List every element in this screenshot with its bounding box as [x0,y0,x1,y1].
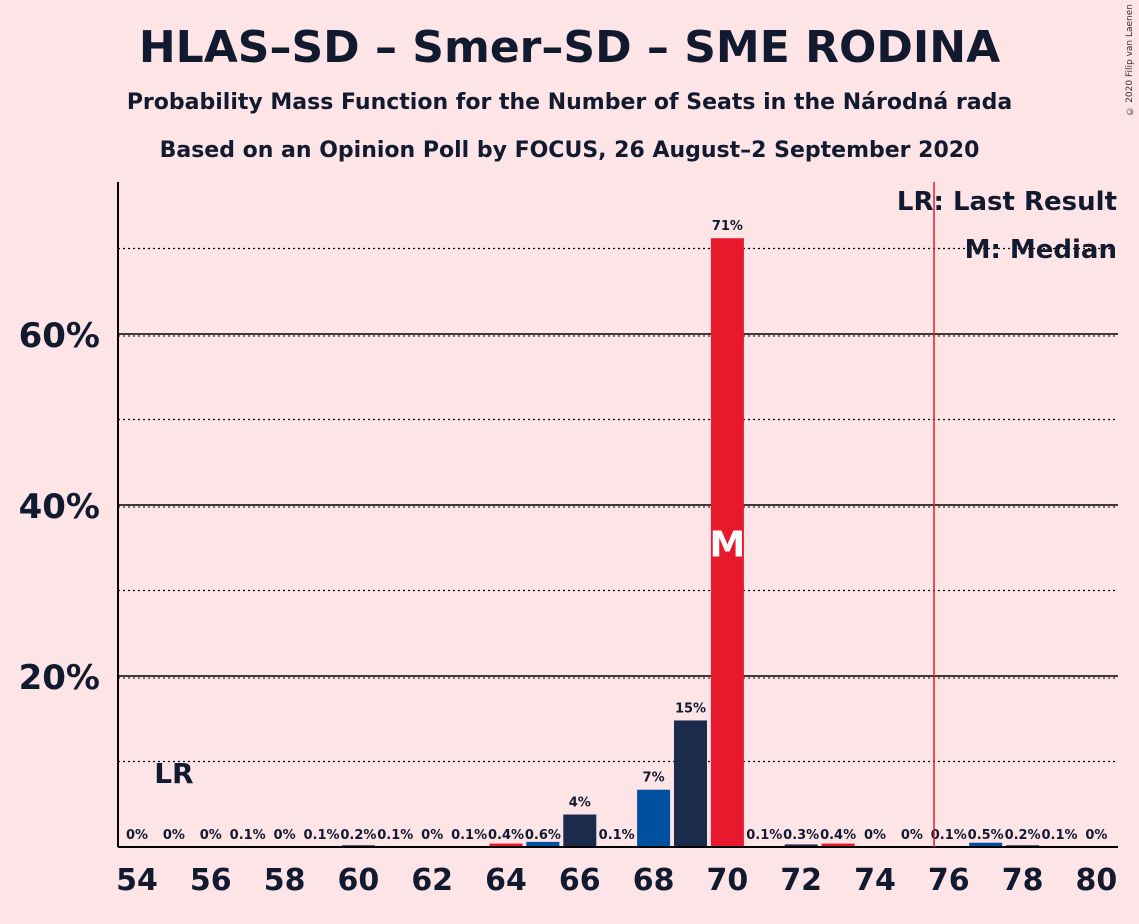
data-label: 0.2% [1005,828,1041,843]
grid-lines [118,247,1118,763]
x-tick-label: 76 [928,863,970,898]
data-label: 0.5% [968,828,1004,843]
data-label: 15% [675,701,706,716]
data-label: 0.1% [599,828,635,843]
data-label: 0.1% [303,828,339,843]
data-label: 0.4% [488,828,524,843]
x-tick-label: 78 [1002,863,1044,898]
bars [231,238,1076,848]
data-label: 0% [1085,828,1107,843]
data-label: 0.4% [820,828,856,843]
bar-seat-70 [710,238,744,848]
data-label: 0.1% [230,828,266,843]
y-tick-label: 60% [19,316,100,356]
chart-subtitle: Probability Mass Function for the Number… [126,90,1013,115]
x-tick-label: 80 [1076,863,1118,898]
data-label: 0.1% [377,828,413,843]
bar-seat-68 [637,789,671,847]
x-tick-label: 72 [780,863,822,898]
legend-entry: LR: Last Result [897,187,1117,217]
bar-seat-72 [784,844,818,847]
chart-title: HLAS–SD – Smer–SD – SME RODINA [138,22,1001,73]
y-tick-label: 40% [19,487,100,527]
x-tick-label: 58 [264,863,306,898]
data-label: 4% [569,796,591,811]
data-label: 0.6% [525,828,561,843]
data-label: 0.1% [451,828,487,843]
data-label: 0.1% [1041,828,1077,843]
x-tick-label: 64 [485,863,527,898]
x-tick-label: 60 [338,863,380,898]
x-tick-label: 70 [707,863,749,898]
x-tick-label: 56 [190,863,232,898]
data-label: 7% [643,771,665,786]
bar-seat-73 [821,843,855,847]
bar-seat-64 [489,843,523,847]
data-label: 0% [901,828,923,843]
last-result-marker: LR [154,757,193,790]
median-marker: M [709,525,745,566]
data-label: 0.2% [340,828,376,843]
data-label: 71% [712,219,743,234]
data-label: 0% [163,828,185,843]
data-label: 0.1% [746,828,782,843]
x-tick-label: 68 [633,863,675,898]
bar-seat-77 [969,842,1003,847]
data-label: 0% [200,828,222,843]
x-tick-label: 54 [116,863,158,898]
chart-subtitle-source: Based on an Opinion Poll by FOCUS, 26 Au… [159,138,980,163]
data-label: 0% [126,828,148,843]
data-label: 0.3% [783,828,819,843]
bar-seat-66 [563,814,597,847]
data-label: 0% [274,828,296,843]
x-tick-label: 62 [411,863,453,898]
data-label: 0.1% [931,828,967,843]
x-tick-label: 74 [854,863,896,898]
data-labels: 0% 0% 0% 0.1% 0% 0.1% 0.2% 0.1% 0% 0.1% 0.4% 0.6%4%… [126,219,1107,843]
bar-seat-69 [674,720,707,847]
x-tick-label: 66 [559,863,601,898]
y-tick-label: 20% [19,658,100,698]
annotations: M LR LR: Last Result M: Median [154,182,1117,847]
data-label: 0% [421,828,443,843]
bar-seat-65 [526,841,560,847]
axes: 20% 40% 60% 54 56 58 60 62 64 66 68 70 72 74 76 78 80 [19,182,1118,898]
legend-entry: M: Median [965,235,1117,265]
data-label: 0% [864,828,886,843]
